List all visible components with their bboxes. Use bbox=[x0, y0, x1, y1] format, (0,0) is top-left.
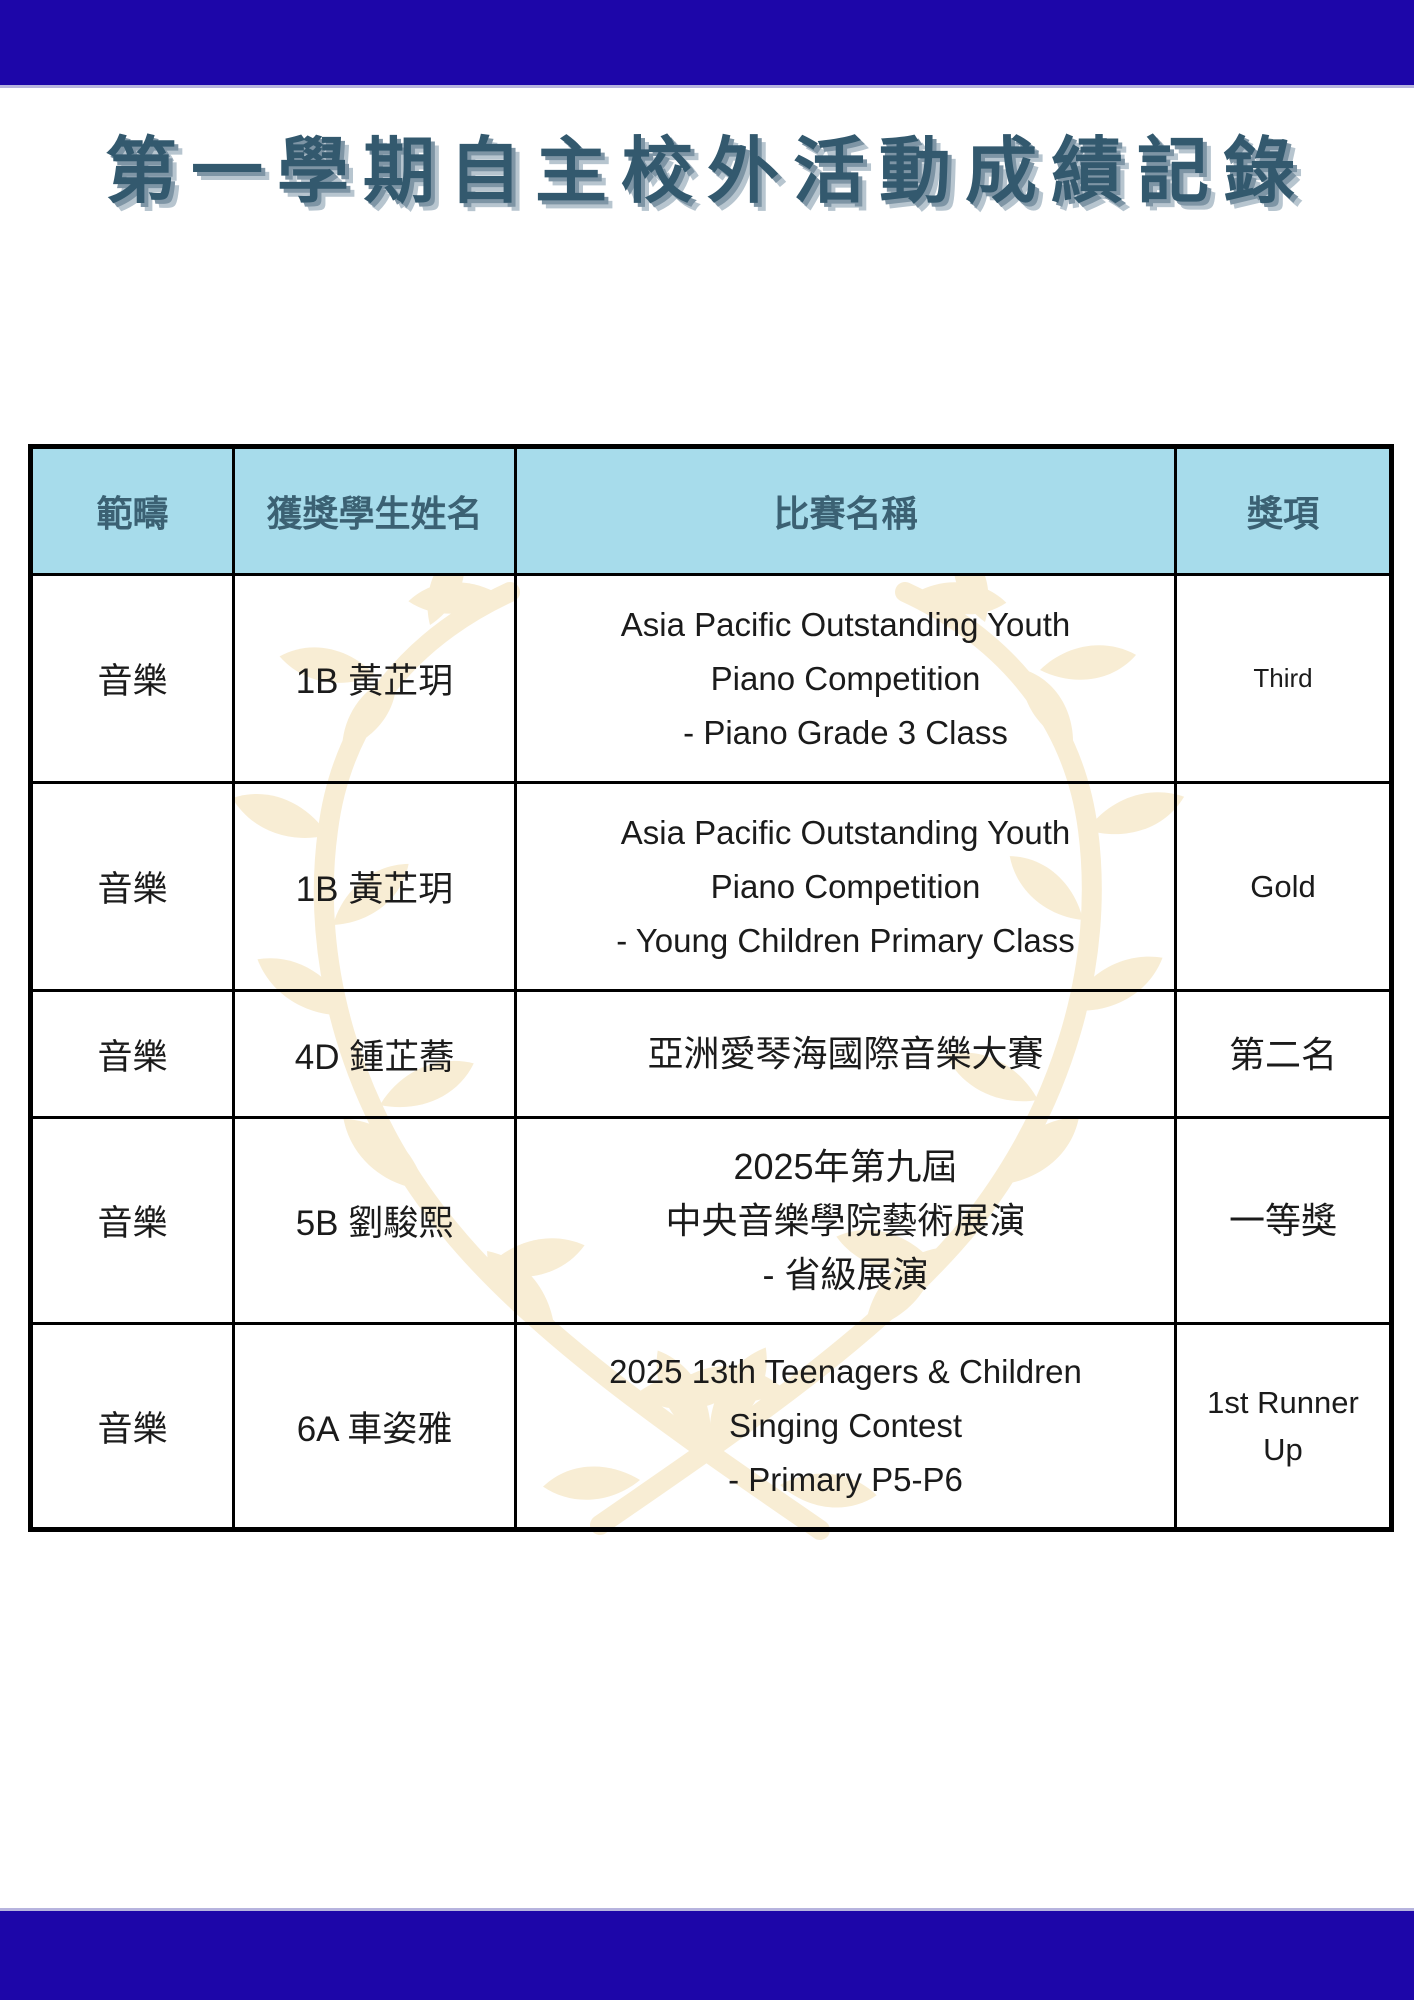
award-cell: Gold bbox=[1174, 781, 1393, 992]
competition-line: - Primary P5-P6 bbox=[728, 1461, 963, 1498]
competition-cell: Asia Pacific Outstanding Youth Piano Com… bbox=[514, 781, 1177, 992]
competition-line: - Young Children Primary Class bbox=[616, 921, 1075, 959]
competition-line: - Piano Grade 3 Class bbox=[683, 713, 1008, 751]
table-row: 音樂 5B 劉駿熙 2025年第九屆 中央音樂學院藝術展演 - 省級展演 一等獎 bbox=[29, 1116, 1393, 1325]
page-title: 第一學期自主校外活動成績記錄 bbox=[104, 132, 1309, 212]
competition-line: Asia Pacific Outstanding Youth bbox=[620, 813, 1071, 851]
competition-line: - 省級展演 bbox=[762, 1253, 929, 1295]
award-cell: 1st Runner Up bbox=[1174, 1322, 1393, 1531]
competition-line: 亞洲愛琴海國際音樂大賽 bbox=[647, 1033, 1044, 1074]
student-cell: 1B 黃芷玥 bbox=[232, 573, 517, 784]
header-row: 範疇 獲獎學生姓名 比賽名稱 獎項 bbox=[29, 445, 1393, 576]
top-banner bbox=[0, 0, 1414, 88]
category-cell: 音樂 bbox=[29, 781, 235, 992]
col-header-competition: 比賽名稱 bbox=[514, 445, 1177, 576]
student-cell: 4D 鍾芷蕎 bbox=[232, 989, 517, 1119]
category-cell: 音樂 bbox=[29, 1322, 235, 1531]
competition-cell: 亞洲愛琴海國際音樂大賽 bbox=[514, 989, 1177, 1119]
competition-cell: 2025年第九屆 中央音樂學院藝術展演 - 省級展演 bbox=[514, 1116, 1177, 1325]
award-cell: 一等獎 bbox=[1174, 1116, 1393, 1325]
category-cell: 音樂 bbox=[29, 989, 235, 1119]
category-cell: 音樂 bbox=[29, 573, 235, 784]
col-header-category: 範疇 bbox=[29, 445, 235, 576]
table-row: 音樂 4D 鍾芷蕎 亞洲愛琴海國際音樂大賽 第二名 bbox=[29, 989, 1393, 1119]
bottom-banner bbox=[0, 1908, 1414, 2000]
results-table: 範疇 獲獎學生姓名 比賽名稱 獎項 音樂 1B 黃芷玥 Asia Pacific… bbox=[28, 444, 1394, 1532]
col-header-award: 獎項 bbox=[1174, 445, 1393, 576]
competition-line: 2025 13th Teenagers & Children bbox=[609, 1353, 1082, 1390]
student-cell: 6A 車姿雅 bbox=[232, 1322, 517, 1531]
competition-line: Piano Competition bbox=[710, 867, 981, 905]
competition-line: 2025年第九屆 bbox=[733, 1145, 958, 1187]
competition-cell: Asia Pacific Outstanding Youth Piano Com… bbox=[514, 573, 1177, 784]
category-cell: 音樂 bbox=[29, 1116, 235, 1325]
student-cell: 1B 黃芷玥 bbox=[232, 781, 517, 992]
competition-line: Piano Competition bbox=[710, 659, 981, 697]
student-cell: 5B 劉駿熙 bbox=[232, 1116, 517, 1325]
competition-line: Asia Pacific Outstanding Youth bbox=[620, 605, 1071, 643]
competition-cell: 2025 13th Teenagers & Children Singing C… bbox=[514, 1322, 1177, 1531]
col-header-student: 獲獎學生姓名 bbox=[232, 445, 517, 576]
table-row: 音樂 1B 黃芷玥 Asia Pacific Outstanding Youth… bbox=[29, 573, 1393, 784]
competition-line: 中央音樂學院藝術展演 bbox=[665, 1199, 1026, 1241]
award-cell: Third bbox=[1174, 573, 1393, 784]
table-row: 音樂 6A 車姿雅 2025 13th Teenagers & Children… bbox=[29, 1322, 1393, 1531]
award-cell: 第二名 bbox=[1174, 989, 1393, 1119]
competition-line: Singing Contest bbox=[729, 1407, 962, 1444]
table-row: 音樂 1B 黃芷玥 Asia Pacific Outstanding Youth… bbox=[29, 781, 1393, 992]
